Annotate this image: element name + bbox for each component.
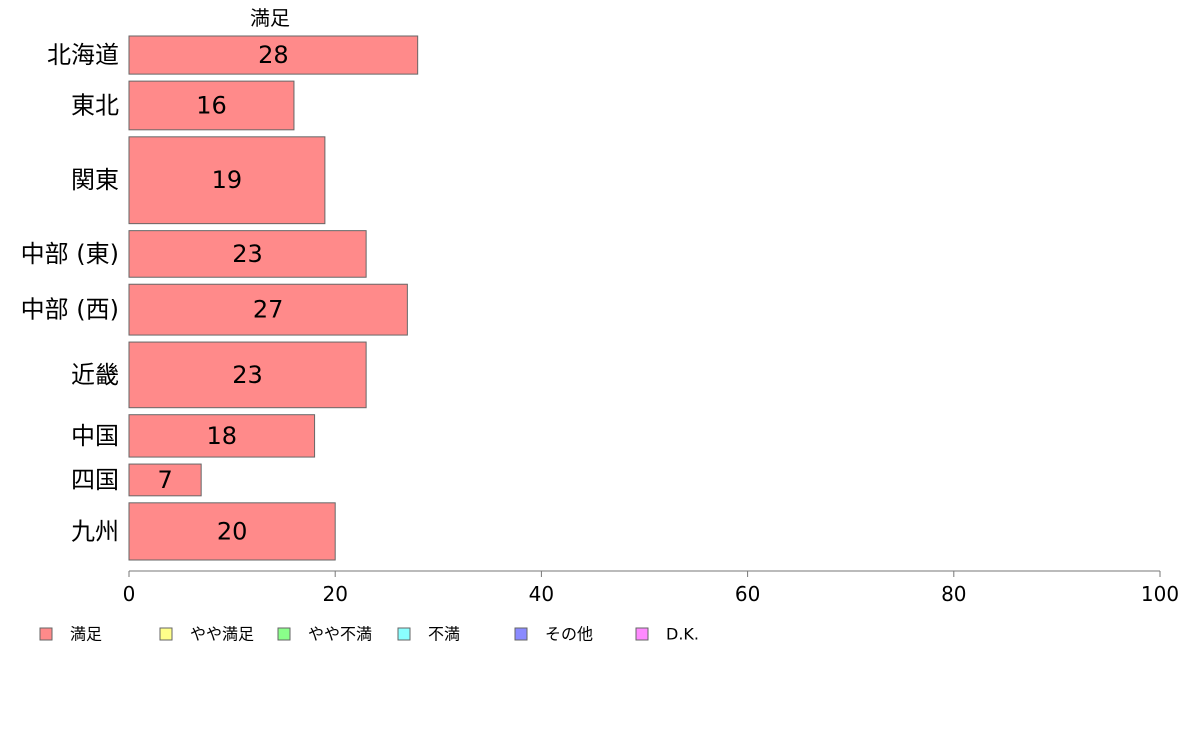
- data-label: 23: [232, 240, 263, 268]
- legend-label: 不満: [428, 625, 460, 644]
- bar: [128, 230, 367, 278]
- x-axis: 0 20 40 60 80 100: [123, 570, 1179, 606]
- legend-swatch: [39, 627, 53, 641]
- data-label: 20: [217, 517, 248, 545]
- bars-group: 28 北海道 16 東北 19 関東 23 中部 (東) 27 中部 (西) 23 近畿 18 中国 7 四国…: [21, 35, 419, 561]
- legend-swatch: [635, 627, 649, 641]
- bar: [128, 283, 408, 336]
- category-label: 東北: [71, 91, 119, 119]
- legend-swatch: [514, 627, 528, 641]
- series-title: 満足: [250, 6, 290, 30]
- bar: [128, 414, 316, 458]
- legend-swatch: [159, 627, 173, 641]
- legend: 満足 やや満足 やや不満 不満 その他 D.K.: [39, 625, 699, 644]
- x-tick-label: 20: [322, 582, 347, 606]
- category-label: 四国: [71, 466, 119, 494]
- data-label: 28: [258, 41, 289, 69]
- bar: [128, 136, 326, 225]
- data-label: 16: [196, 91, 227, 119]
- category-label: 中国: [71, 422, 119, 450]
- bar: [128, 80, 295, 131]
- legend-label: やや満足: [190, 625, 254, 644]
- category-label: 北海道: [47, 41, 119, 69]
- data-label: 18: [207, 422, 238, 450]
- category-label: 九州: [71, 517, 119, 545]
- legend-swatch: [277, 627, 291, 641]
- x-tick-label: 40: [529, 582, 554, 606]
- bar: [128, 502, 336, 561]
- category-label: 中部 (西): [21, 296, 119, 324]
- category-label: 近畿: [71, 361, 119, 389]
- category-label: 中部 (東): [21, 240, 119, 268]
- bar: [128, 463, 202, 497]
- legend-label: D.K.: [666, 625, 699, 644]
- legend-label: やや不満: [308, 625, 372, 644]
- x-tick-label: 100: [1141, 582, 1179, 606]
- data-label: 23: [232, 361, 263, 389]
- data-label: 7: [157, 466, 172, 494]
- bar: [128, 35, 419, 75]
- x-tick-label: 0: [123, 582, 136, 606]
- legend-label: 満足: [70, 625, 102, 644]
- x-tick-label: 80: [941, 582, 966, 606]
- data-label: 19: [212, 166, 243, 194]
- bar: [128, 341, 367, 409]
- x-tick-label: 60: [735, 582, 760, 606]
- category-label: 関東: [71, 166, 119, 194]
- legend-swatch: [397, 627, 411, 641]
- legend-label: その他: [545, 625, 593, 644]
- data-label: 27: [253, 296, 284, 324]
